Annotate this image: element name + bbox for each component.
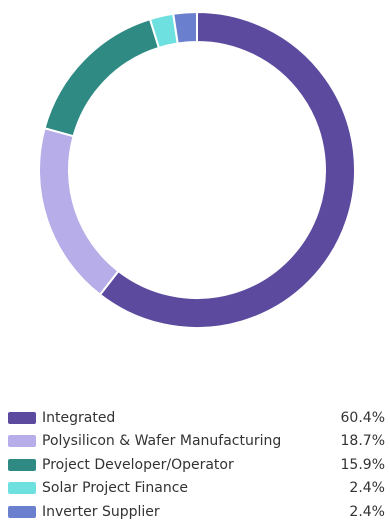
legend-value: 18.7%	[340, 433, 385, 450]
donut-slice[interactable]	[98, 10, 356, 329]
donut-chart	[38, 10, 356, 329]
legend-value: 15.9%	[340, 456, 385, 473]
legend-label: Solar Project Finance	[42, 480, 189, 497]
legend-value: 2.4%	[349, 480, 385, 497]
legend-label: Inverter Supplier	[42, 503, 160, 520]
legend-item[interactable]: Solar Project Finance 2.4%	[8, 477, 388, 501]
legend-value: 2.4%	[349, 503, 385, 520]
legend-swatch	[8, 458, 36, 471]
legend-swatch	[8, 435, 36, 448]
donut-slice[interactable]	[43, 17, 161, 138]
donut-slice[interactable]	[38, 126, 120, 297]
legend-value: 60.4%	[340, 409, 385, 426]
legend-label: Integrated	[42, 409, 116, 426]
legend-label: Project Developer/Operator	[42, 456, 234, 473]
legend-item[interactable]: Project Developer/Operator 15.9%	[8, 453, 388, 477]
legend-swatch	[8, 482, 36, 495]
chart-legend: Integrated 60.4% Polysilicon & Wafer Manuf…	[8, 406, 388, 524]
legend-swatch	[8, 505, 36, 518]
legend-item[interactable]: Polysilicon & Wafer Manufacturing 18.7%	[8, 430, 388, 454]
legend-swatch	[8, 411, 36, 424]
legend-item[interactable]: Integrated 60.4%	[8, 406, 388, 430]
legend-label: Polysilicon & Wafer Manufacturing	[42, 433, 282, 450]
donut-slice[interactable]	[172, 10, 198, 45]
legend-item[interactable]: Inverter Supplier 2.4%	[8, 500, 388, 524]
